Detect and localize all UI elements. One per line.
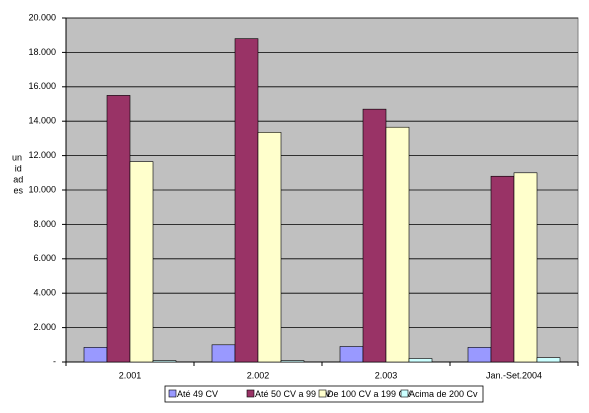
bar <box>83 347 108 363</box>
legend-swatch <box>168 389 177 398</box>
bar <box>234 38 259 363</box>
bar <box>536 357 561 363</box>
y-axis-label: un id ad es <box>11 153 24 196</box>
legend-label: De 100 CV a 199 CV <box>327 389 411 399</box>
y-tick-label: 2.000 <box>33 322 56 332</box>
y-tick-label: 14.000 <box>28 116 56 126</box>
x-tick-label: 2.001 <box>119 370 142 380</box>
bar <box>257 132 282 363</box>
y-tick-label: 4.000 <box>33 288 56 298</box>
y-tick-label: 10.000 <box>28 184 56 194</box>
x-tick-label: Jan.-Set.2004 <box>486 370 542 380</box>
x-tick-label: 2.002 <box>247 370 270 380</box>
bar <box>408 358 433 363</box>
y-tick-label: 16.000 <box>28 81 56 91</box>
bar <box>280 360 305 363</box>
legend-label: Até 50 CV a 99 CV <box>255 389 331 399</box>
bar <box>385 126 410 363</box>
y-tick-label: 20.000 <box>28 12 56 22</box>
y-tick-label: 18.000 <box>28 47 56 57</box>
legend-label: Acima de 200 Cv <box>409 389 478 399</box>
bar <box>106 95 131 363</box>
bar <box>152 360 177 363</box>
x-tick-label: 2.003 <box>375 370 398 380</box>
bar <box>339 346 364 363</box>
legend-swatch <box>246 389 255 398</box>
bar <box>467 347 492 363</box>
bar <box>129 161 154 363</box>
y-tick-label: 8.000 <box>33 219 56 229</box>
legend-swatch <box>318 389 327 398</box>
y-tick-label: - <box>53 356 56 366</box>
bar <box>513 172 538 363</box>
bar <box>211 344 236 363</box>
bar <box>490 175 515 363</box>
legend-swatch <box>400 389 409 398</box>
legend-label: Até 49 CV <box>177 389 218 399</box>
y-tick-label: 12.000 <box>28 150 56 160</box>
bar <box>362 108 387 363</box>
y-tick-label: 6.000 <box>33 253 56 263</box>
